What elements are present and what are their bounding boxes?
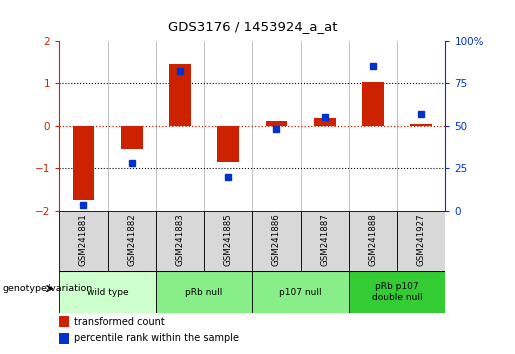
Text: p107 null: p107 null: [279, 287, 322, 297]
Bar: [156, 271, 252, 313]
Text: GSM241887: GSM241887: [320, 213, 329, 266]
Text: pRb p107
double null: pRb p107 double null: [372, 282, 422, 302]
Bar: [59, 211, 108, 271]
Bar: [59, 271, 156, 313]
Bar: [362, 82, 384, 126]
Bar: [266, 121, 287, 126]
Text: pRb null: pRb null: [185, 287, 223, 297]
Text: GDS3176 / 1453924_a_at: GDS3176 / 1453924_a_at: [167, 20, 337, 33]
Bar: [59, 316, 69, 327]
Text: GSM241882: GSM241882: [127, 213, 136, 266]
Bar: [252, 271, 349, 313]
Bar: [217, 126, 239, 162]
Text: GSM241885: GSM241885: [224, 213, 233, 266]
Bar: [349, 211, 397, 271]
Bar: [410, 124, 432, 126]
Text: percentile rank within the sample: percentile rank within the sample: [74, 333, 239, 343]
Bar: [301, 211, 349, 271]
Text: GSM241883: GSM241883: [176, 213, 184, 266]
Bar: [252, 211, 301, 271]
Text: wild type: wild type: [87, 287, 128, 297]
Text: GSM241881: GSM241881: [79, 213, 88, 266]
Bar: [121, 126, 143, 149]
Bar: [169, 64, 191, 126]
Bar: [59, 333, 69, 343]
Text: GSM241888: GSM241888: [369, 213, 377, 266]
Bar: [204, 211, 252, 271]
Bar: [349, 271, 445, 313]
Text: genotype/variation: genotype/variation: [3, 284, 93, 293]
Bar: [73, 126, 94, 200]
Bar: [314, 118, 336, 126]
Bar: [397, 211, 445, 271]
Text: transformed count: transformed count: [74, 318, 165, 327]
Bar: [156, 211, 204, 271]
Text: GSM241927: GSM241927: [417, 213, 426, 266]
Bar: [108, 211, 156, 271]
Text: GSM241886: GSM241886: [272, 213, 281, 266]
